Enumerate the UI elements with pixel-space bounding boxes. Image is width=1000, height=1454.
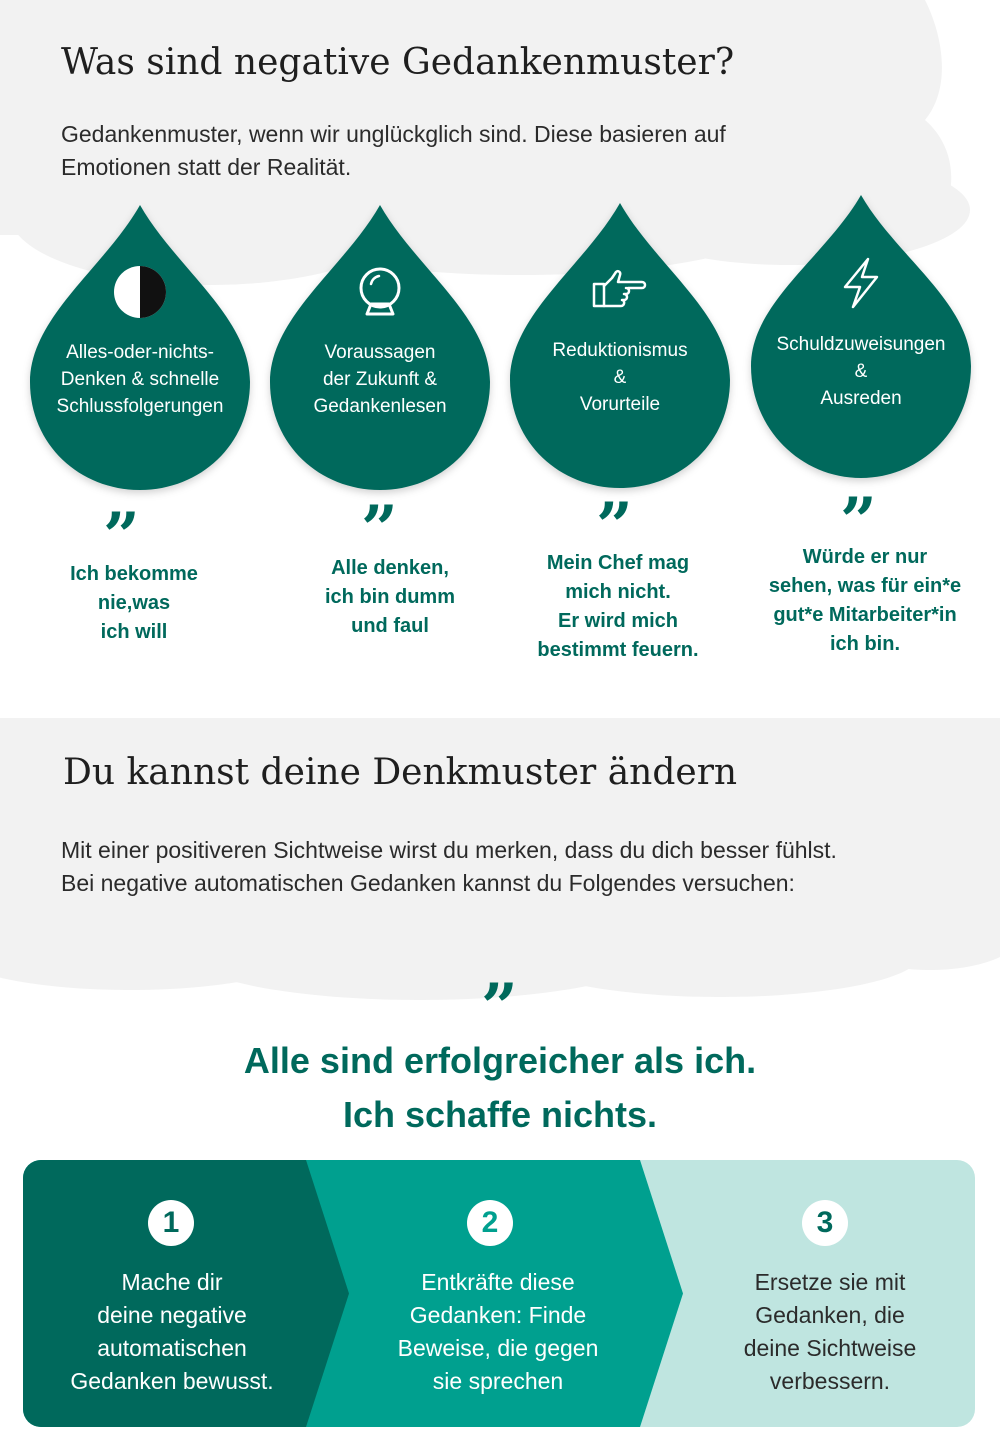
- label-line: Denken & schnelle: [60, 369, 220, 390]
- quote-mark-icon: ”: [596, 489, 633, 564]
- section2-title: Du kannst deine Denkmuster ändern: [63, 752, 738, 793]
- quote-line: Er wird mich: [557, 610, 679, 632]
- step-line: Mache dir: [121, 1269, 223, 1295]
- pattern-label: Voraussagen der Zukunft & Gedankenlesen: [275, 339, 485, 420]
- label-line: Alles-oder-nichts-: [66, 342, 214, 363]
- step-line: deine Sichtweise: [743, 1335, 917, 1361]
- thought-line: Ich schaffe nichts.: [342, 1094, 658, 1135]
- lead-line: Mit einer positiveren Sichtweise wirst d…: [61, 837, 837, 863]
- steps-panel: 1 Mache dir deine negative automatischen…: [23, 1160, 975, 1427]
- pattern-drop-4: Schuldzuweisungen & Ausreden: [746, 191, 976, 491]
- thought-line: Alle sind erfolgreicher als ich.: [243, 1040, 757, 1081]
- quote-mark-icon: ”: [361, 492, 398, 567]
- quote-line: ich bin dumm: [325, 586, 455, 608]
- quote-line: gut*e Mitarbeiter*in: [773, 604, 957, 626]
- step-text-1: Mache dir deine negative automatischen G…: [33, 1266, 311, 1398]
- step-line: Gedanken bewusst.: [70, 1368, 274, 1394]
- quote-mark-icon: ”: [103, 499, 140, 574]
- step-line: verbessern.: [769, 1368, 891, 1394]
- drop-shape: [510, 203, 730, 488]
- section1-lead: Gedankenmuster, wenn wir unglückglich si…: [61, 118, 726, 184]
- step-text-3: Ersetze sie mit Gedanken, die deine Sich…: [695, 1266, 965, 1398]
- middle-cloud: [0, 718, 1000, 948]
- step-line: sie sprechen: [432, 1368, 564, 1394]
- label-line: &: [854, 361, 868, 382]
- pattern-quote-4: Würde er nur sehen, was für ein*e gut*e …: [750, 543, 980, 659]
- section2-lead: Mit einer positiveren Sichtweise wirst d…: [61, 834, 837, 900]
- drop-shape: [270, 205, 490, 490]
- quote-line: bestimmt feuern.: [537, 639, 699, 661]
- step-line: Ersetze sie mit: [754, 1269, 906, 1295]
- pattern-quote-2: Alle denken, ich bin dumm und faul: [290, 554, 490, 641]
- step-line: Beweise, die gegen: [397, 1335, 599, 1361]
- step-line: automatischen: [97, 1335, 247, 1361]
- label-line: Voraussagen: [324, 342, 436, 363]
- quote-line: sehen, was für ein*e: [768, 575, 962, 597]
- lightning-icon: [843, 257, 879, 309]
- pattern-quote-3: Mein Chef mag mich nicht. Er wird mich b…: [508, 549, 728, 665]
- pattern-drop-2: Voraussagen der Zukunft & Gedankenlesen: [265, 197, 495, 497]
- step-number-1: 1: [148, 1200, 194, 1246]
- quote-line: und faul: [351, 615, 429, 637]
- label-line: Vorurteile: [579, 394, 661, 415]
- label-line: Ausreden: [820, 388, 902, 409]
- quote-line: mich nicht.: [565, 581, 671, 603]
- pattern-drop-3: Reduktionismus & Vorurteile: [505, 195, 735, 495]
- label-line: Schuldzuweisungen: [776, 334, 946, 355]
- step-line: deine negative: [97, 1302, 247, 1328]
- crystal-ball-icon: [359, 267, 401, 316]
- label-line: Reduktionismus: [552, 340, 688, 361]
- label-line: Schlussfolgerungen: [56, 396, 224, 417]
- half-circle-icon: [114, 266, 166, 318]
- section1-title: Was sind negative Gedankenmuster?: [61, 42, 735, 83]
- quote-mark-icon: ”: [481, 970, 518, 1045]
- pattern-label: Schuldzuweisungen & Ausreden: [756, 331, 966, 412]
- pattern-drop-1: Alles-oder-nichts- Denken & schnelle Sch…: [25, 197, 255, 497]
- lead-line: Gedankenmuster, wenn wir unglückglich si…: [61, 121, 726, 147]
- step-line: Gedanken, die: [755, 1302, 905, 1328]
- step-number-2: 2: [467, 1200, 513, 1246]
- quote-line: ich bin.: [830, 633, 900, 655]
- quote-line: Mein Chef mag: [546, 552, 690, 574]
- label-line: Gedankenlesen: [313, 396, 447, 417]
- lead-line: Emotionen statt der Realität.: [61, 154, 352, 180]
- drop-shape: [30, 205, 250, 490]
- quote-line: Alle denken,: [331, 557, 449, 579]
- label-line: &: [613, 367, 627, 388]
- step-line: Gedanken: Finde: [409, 1302, 587, 1328]
- drop-shape: [751, 195, 971, 478]
- step-line: Entkräfte diese: [421, 1269, 575, 1295]
- quote-mark-icon: ”: [840, 484, 877, 559]
- lead-line: Bei negative automatischen Gedanken kann…: [61, 870, 795, 896]
- quote-line: Ich bekomme: [70, 563, 198, 585]
- pointing-hand-icon: [592, 269, 647, 308]
- pattern-quote-1: Ich bekomme nie,was ich will: [34, 560, 234, 647]
- label-line: der Zukunft &: [322, 369, 438, 390]
- quote-line: ich will: [100, 621, 168, 643]
- pattern-label: Alles-oder-nichts- Denken & schnelle Sch…: [35, 339, 245, 420]
- example-thought: Alle sind erfolgreicher als ich. Ich sch…: [100, 1034, 900, 1142]
- step-1-shape: [23, 1160, 349, 1427]
- step-number-3: 3: [802, 1200, 848, 1246]
- quote-line: nie,was: [97, 592, 171, 614]
- step-text-2: Entkräfte diese Gedanken: Finde Beweise,…: [358, 1266, 638, 1398]
- quote-line: Würde er nur: [802, 546, 928, 568]
- pattern-label: Reduktionismus & Vorurteile: [515, 337, 725, 418]
